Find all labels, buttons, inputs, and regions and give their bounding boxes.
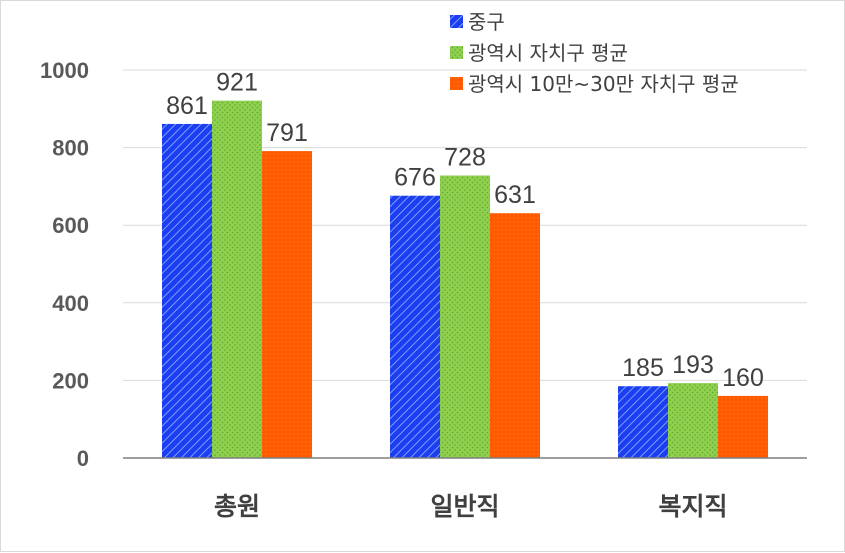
legend-label: 광역시 자치구 평균 bbox=[468, 41, 628, 65]
bar-3-1 bbox=[262, 151, 312, 459]
bar-2-3 bbox=[668, 383, 718, 458]
data-label: 676 bbox=[394, 164, 436, 192]
y-tick-label: 0 bbox=[77, 446, 89, 471]
x-tick-label: 총원 bbox=[214, 492, 260, 521]
x-tick-label: 복지직 bbox=[658, 492, 727, 521]
x-tick-label: 일반직 bbox=[430, 492, 499, 521]
bar-1-3 bbox=[618, 386, 668, 458]
bar-2-2 bbox=[440, 175, 490, 458]
bar-1-1 bbox=[162, 123, 212, 458]
legend-label: 광역시 10만~30만 자치구 평균 bbox=[468, 72, 739, 96]
bar-1-2 bbox=[390, 195, 440, 458]
data-label: 631 bbox=[494, 181, 536, 209]
bar-3-3 bbox=[718, 395, 768, 458]
data-label: 160 bbox=[722, 364, 764, 392]
bars bbox=[162, 100, 768, 459]
data-label: 193 bbox=[672, 351, 714, 379]
axes: 0 200 400 600 800 1000 총원 일반직 복지직 bbox=[40, 58, 807, 521]
data-label: 185 bbox=[622, 354, 664, 382]
legend-swatch bbox=[450, 77, 463, 90]
y-tick-label: 600 bbox=[52, 213, 89, 238]
y-tick-label: 1000 bbox=[40, 58, 89, 83]
data-label: 861 bbox=[166, 92, 208, 120]
data-labels: 861 921 791 676 728 631 185 193 160 bbox=[166, 69, 764, 392]
data-label: 921 bbox=[216, 69, 258, 97]
legend-swatch bbox=[450, 15, 463, 28]
legend-swatch bbox=[450, 46, 463, 59]
bar-3-2 bbox=[490, 213, 540, 458]
bar-2-1 bbox=[212, 100, 262, 458]
data-label: 791 bbox=[266, 119, 308, 147]
data-label: 728 bbox=[444, 144, 486, 172]
y-tick-label: 200 bbox=[52, 368, 89, 393]
y-tick-label: 800 bbox=[52, 136, 89, 161]
legend-label: 중구 bbox=[468, 10, 505, 34]
y-tick-label: 400 bbox=[52, 291, 89, 316]
